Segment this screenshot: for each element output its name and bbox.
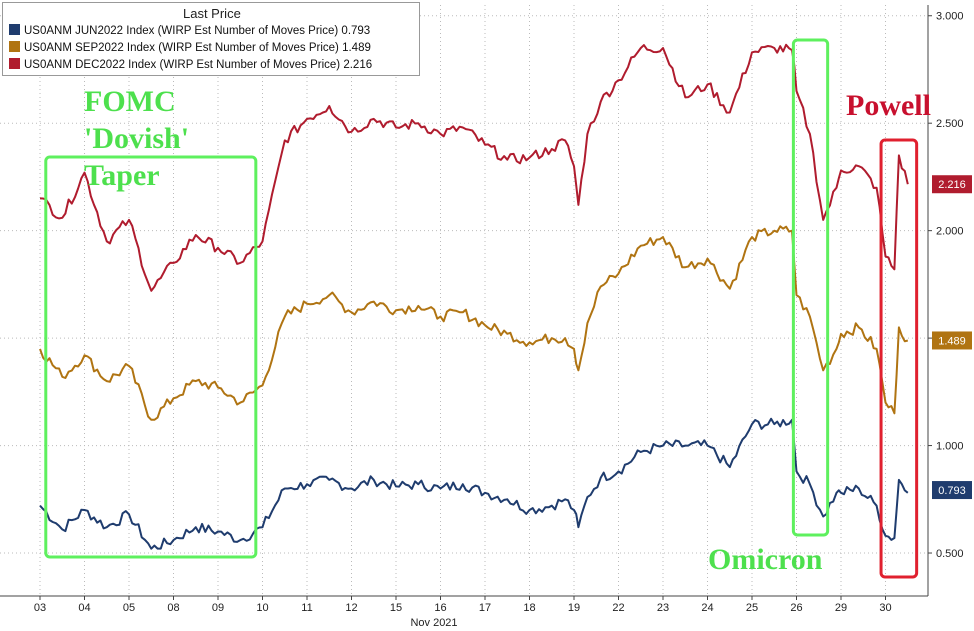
y-tick-label-2: 2.000 [936, 226, 964, 238]
x-axis: 03 04 05 08 09 10 11 12 15 16 17 18 19 22 23 24 25 26 29 30… [0, 595, 928, 629]
last-value-box-2 [932, 175, 972, 194]
legend-item-dec2022: US0ANM DEC2022 Index (WIRP Est Number of… [9, 58, 372, 71]
x-tick-label-14: 23 [657, 602, 669, 614]
x-tick-label-3: 08 [167, 602, 179, 614]
series-layer [39, 43, 909, 550]
x-tick-label-19: 30 [879, 602, 891, 614]
x-tick-label-1: 04 [78, 602, 90, 614]
annotation-fomc: FOMC [84, 85, 176, 118]
legend-swatch-dec2022 [9, 58, 20, 69]
series-line-1 [39, 225, 909, 421]
highlight-boxes [44, 38, 919, 579]
last-value-box-1 [932, 331, 972, 350]
legend-label-jun2022: US0ANM JUN2022 Index (WIRP Est Number of… [24, 25, 339, 37]
last-value-label-2: 2.216 [938, 179, 966, 191]
highlight-box-2 [879, 138, 919, 579]
legend-item-jun2022: US0ANM JUN2022 Index (WIRP Est Number of… [9, 24, 370, 37]
last-value-label-0: 0.793 [938, 485, 966, 497]
legend-label-sep2022: US0ANM SEP2022 Index (WIRP Est Number of… [24, 42, 339, 54]
legend-value-jun2022: 0.793 [341, 25, 371, 37]
x-tick-label-5: 10 [256, 602, 268, 614]
last-value-label-1: 1.489 [938, 335, 966, 347]
x-tick-label-0: 03 [34, 602, 46, 614]
grid [0, 5, 928, 596]
legend-swatch-sep2022 [9, 41, 20, 52]
x-tick-label-16: 25 [746, 602, 758, 614]
legend: Last Price US0ANM JUN2022 Index (WIRP Es… [2, 2, 420, 76]
legend-title: Last Price [183, 6, 241, 21]
x-tick-label-13: 22 [612, 602, 624, 614]
x-tick-label-6: 11 [301, 602, 312, 614]
legend-label-dec2022: US0ANM DEC2022 Index (WIRP Est Number of… [24, 59, 341, 71]
x-tick-label-18: 29 [835, 602, 847, 614]
y-tick-label-5: 0.500 [936, 548, 964, 560]
legend-value-sep2022: 1.489 [342, 42, 371, 54]
x-tick-label-11: 18 [523, 602, 535, 614]
y-tick-label-4: 1.000 [936, 441, 964, 453]
highlight-box-0 [44, 155, 258, 559]
annotation-omicron: Omicron [708, 543, 823, 576]
y-tick-label-0: 3.000 [936, 11, 964, 23]
series-line-0 [39, 417, 909, 550]
annotation-taper: Taper [84, 159, 160, 192]
last-value-box-0 [932, 481, 972, 500]
x-tick-label-17: 26 [790, 602, 802, 614]
legend-swatch-jun2022 [9, 24, 20, 35]
x-tick-label-15: 24 [701, 602, 713, 614]
annotation-powell: Powell [846, 89, 931, 122]
annotation-dovish: 'Dovish' [84, 122, 190, 155]
x-tick-label-12: 19 [568, 602, 580, 614]
x-axis-label: Nov 2021 [410, 617, 457, 629]
y-tick-label-1: 2.500 [936, 118, 964, 130]
series-line-2 [39, 43, 909, 292]
last-value-labels: 0.793 1.489 2.216 [932, 175, 972, 500]
highlight-box-1 [791, 38, 830, 537]
x-tick-label-4: 09 [212, 602, 224, 614]
legend-item-sep2022: US0ANM SEP2022 Index (WIRP Est Number of… [9, 41, 371, 54]
x-tick-label-7: 12 [345, 602, 357, 614]
x-tick-label-10: 17 [479, 602, 491, 614]
legend-value-dec2022: 2.216 [343, 59, 373, 71]
x-tick-label-8: 15 [390, 602, 402, 614]
x-tick-label-9: 16 [434, 602, 446, 614]
x-tick-label-2: 05 [123, 602, 135, 614]
